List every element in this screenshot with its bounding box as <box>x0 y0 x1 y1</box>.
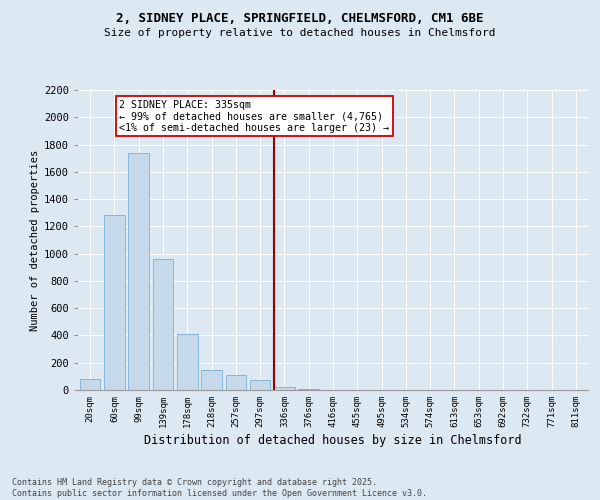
Bar <box>177 334 197 390</box>
Text: Contains HM Land Registry data © Crown copyright and database right 2025.
Contai: Contains HM Land Registry data © Crown c… <box>12 478 427 498</box>
Text: 2, SIDNEY PLACE, SPRINGFIELD, CHELMSFORD, CM1 6BE: 2, SIDNEY PLACE, SPRINGFIELD, CHELMSFORD… <box>116 12 484 26</box>
Bar <box>128 152 149 390</box>
Bar <box>250 380 271 390</box>
Text: Size of property relative to detached houses in Chelmsford: Size of property relative to detached ho… <box>104 28 496 38</box>
X-axis label: Distribution of detached houses by size in Chelmsford: Distribution of detached houses by size … <box>144 434 522 447</box>
Bar <box>201 370 222 390</box>
Y-axis label: Number of detached properties: Number of detached properties <box>30 150 40 330</box>
Bar <box>80 379 100 390</box>
Bar <box>274 387 295 390</box>
Bar <box>152 259 173 390</box>
Bar <box>104 216 125 390</box>
Text: 2 SIDNEY PLACE: 335sqm
← 99% of detached houses are smaller (4,765)
<1% of semi-: 2 SIDNEY PLACE: 335sqm ← 99% of detached… <box>119 100 389 132</box>
Bar <box>226 375 246 390</box>
